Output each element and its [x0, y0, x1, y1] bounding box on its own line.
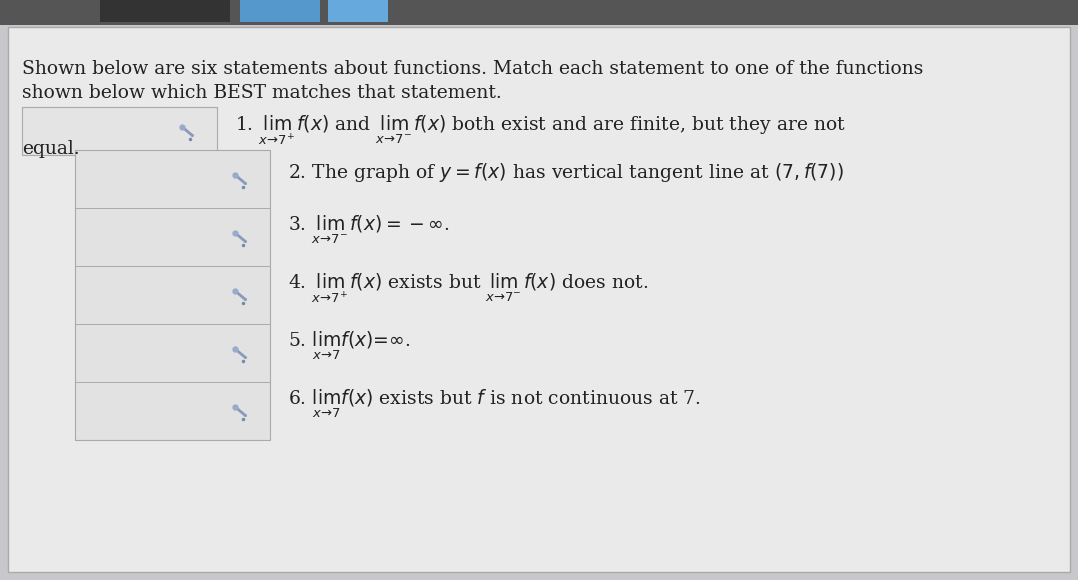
Text: 3. $\lim_{x \to 7^-} f(x) = -\infty$.: 3. $\lim_{x \to 7^-} f(x) = -\infty$. — [288, 214, 450, 246]
Text: 2. The graph of $y = f(x)$ has vertical tangent line at $(7, f(7))$: 2. The graph of $y = f(x)$ has vertical … — [288, 161, 844, 183]
Bar — [328, 0, 388, 22]
Bar — [75, 150, 270, 440]
Bar — [0, 0, 1078, 25]
Text: shown below which BEST matches that statement.: shown below which BEST matches that stat… — [22, 84, 501, 102]
Bar — [100, 0, 230, 22]
Text: Shown below are six statements about functions. Match each statement to one of t: Shown below are six statements about fun… — [22, 60, 924, 78]
Text: 6. $\lim_{x \to 7} f(x)$ exists but $f$ is not continuous at 7.: 6. $\lim_{x \to 7} f(x)$ exists but $f$ … — [288, 388, 701, 420]
Text: 1. $\lim_{x \to 7^+} f(x)$ and $\lim_{x \to 7^-} f(x)$ both exist and are finite: 1. $\lim_{x \to 7^+} f(x)$ and $\lim_{x … — [235, 113, 846, 147]
Bar — [22, 107, 217, 155]
Bar — [240, 0, 320, 22]
Text: 4. $\lim_{x \to 7^+} f(x)$ exists but $\lim_{x \to 7^-} f(x)$ does not.: 4. $\lim_{x \to 7^+} f(x)$ exists but $\… — [288, 271, 648, 305]
Text: 5. $\lim_{x \to 7} f(x) = \infty$.: 5. $\lim_{x \to 7} f(x) = \infty$. — [288, 330, 411, 362]
Text: equal.: equal. — [22, 140, 80, 158]
